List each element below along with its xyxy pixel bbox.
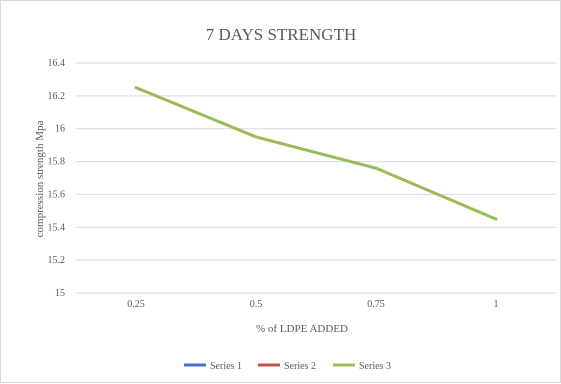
x-tick-label: 0.5 [250, 299, 263, 310]
y-tick-label: 15 [55, 288, 65, 299]
y-axis-label: compression strength Mpa [34, 121, 46, 238]
y-tick-label: 16.4 [48, 58, 66, 69]
y-tick-label: 15.8 [48, 157, 66, 168]
y-axis-ticks: 15 15.2 15.4 15.6 15.8 16 16.2 16.4 [48, 58, 66, 299]
x-tick-label: 1 [494, 299, 499, 310]
y-tick-label: 15.6 [48, 189, 66, 200]
y-tick-label: 16.2 [48, 91, 66, 102]
y-tick-label: 15.4 [48, 222, 66, 233]
y-tick-label: 15.2 [48, 255, 66, 266]
y-tick-label: 16 [55, 124, 65, 135]
x-axis-ticks: 0.25 0.5 0.75 1 [127, 299, 498, 310]
legend: Series 1 Series 2 Series 3 [184, 361, 391, 372]
chart-title: 7 DAYS STRENGTH [206, 25, 357, 44]
x-tick-label: 0.25 [127, 299, 145, 310]
legend-label: Series 1 [210, 361, 242, 372]
series-lines [136, 88, 496, 220]
legend-label: Series 3 [359, 361, 391, 372]
legend-label: Series 2 [284, 361, 316, 372]
x-tick-label: 0.75 [367, 299, 385, 310]
x-axis-label: % of LDPE ADDED [256, 323, 348, 335]
series-line-3 [136, 88, 496, 219]
gridlines [76, 63, 556, 293]
